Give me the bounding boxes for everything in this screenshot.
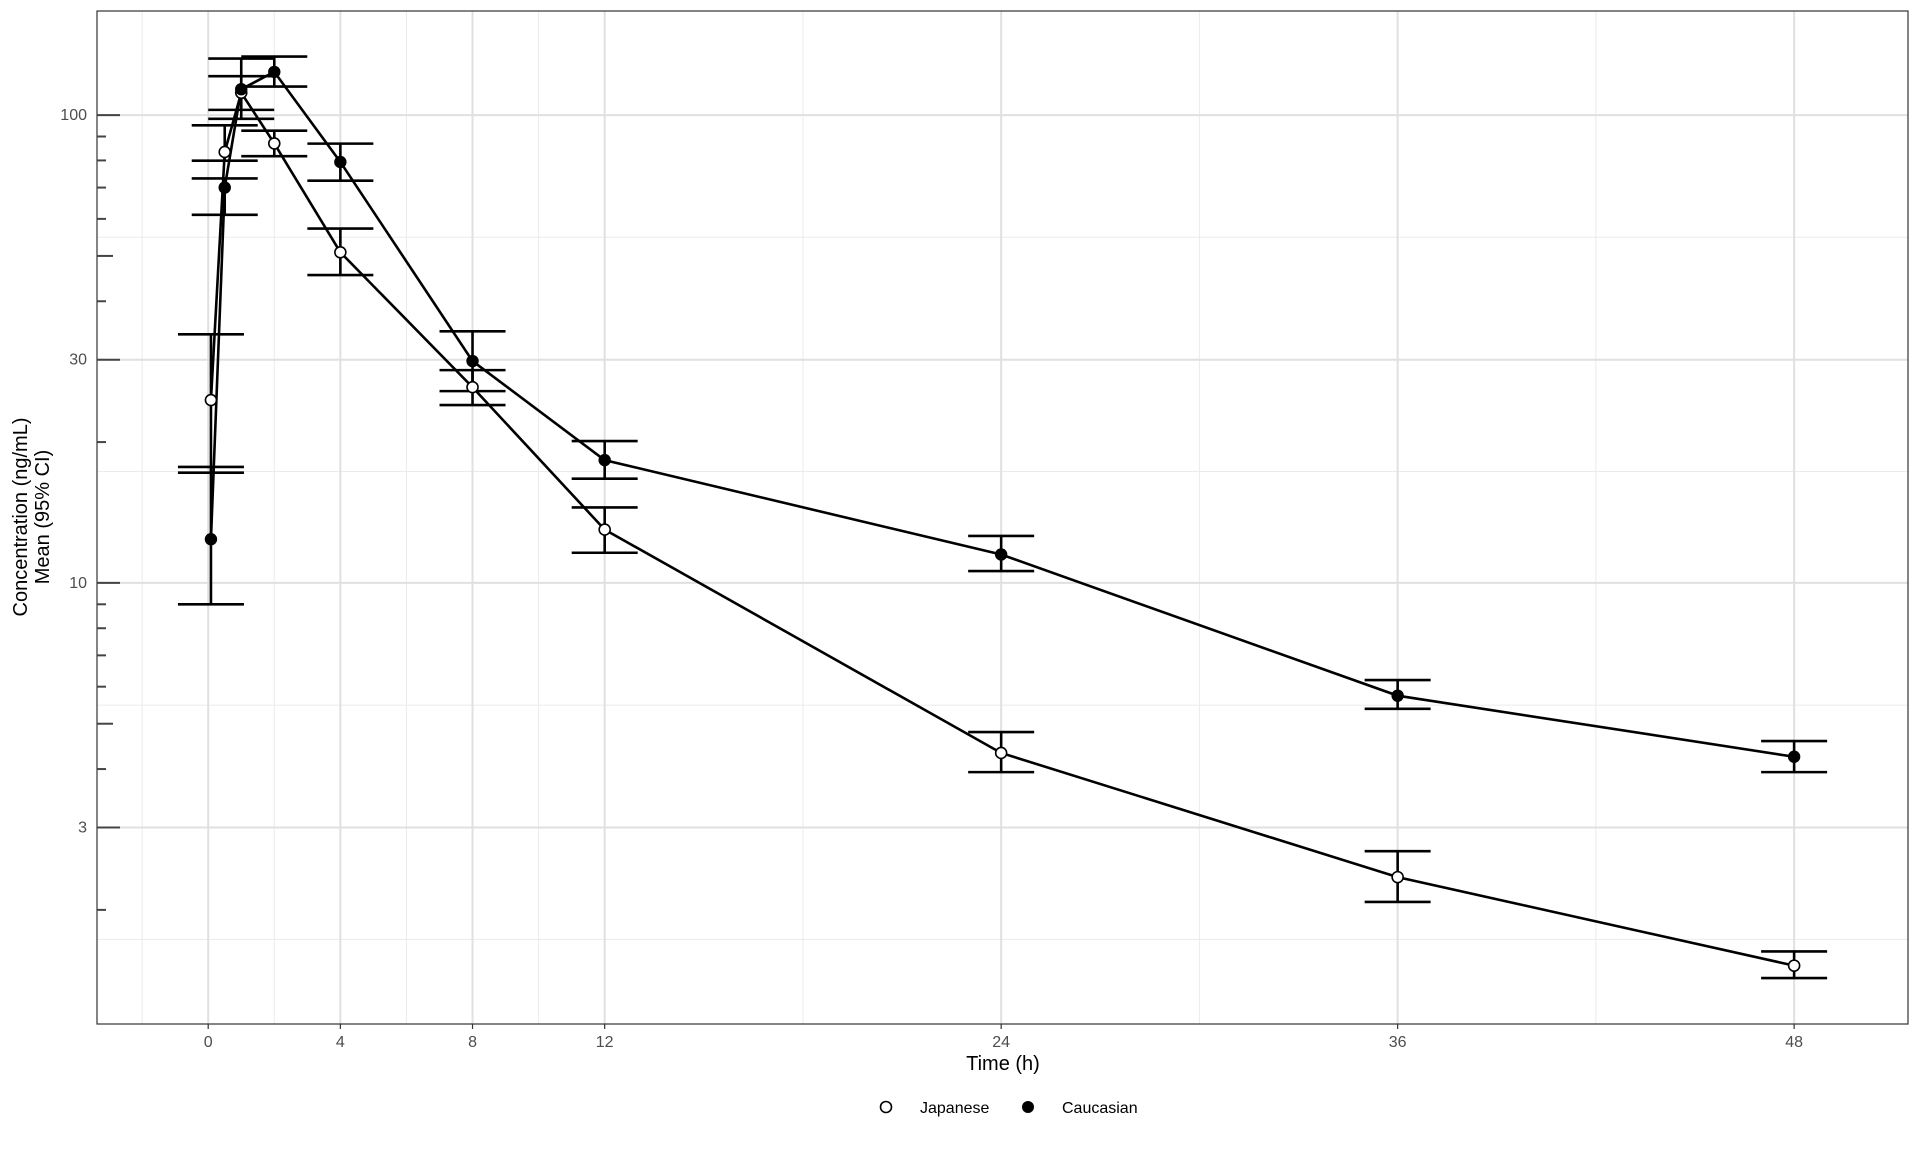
y-tick-label: 30: [69, 352, 87, 369]
caucasian-point: [1787, 750, 1801, 763]
x-tick-label: 12: [596, 1034, 614, 1051]
y-tick-label: 100: [60, 107, 87, 124]
legend: Japanese Caucasian: [879, 1100, 1138, 1117]
japanese-point: [267, 137, 281, 150]
japanese-point: [598, 523, 611, 536]
caucasian-point: [268, 65, 281, 79]
caucasian-point: [235, 82, 248, 96]
caucasian-point: [1391, 689, 1404, 702]
japanese-point: [334, 245, 347, 259]
japanese-point: [466, 380, 479, 394]
legend-caucasian-marker: [1022, 1101, 1034, 1113]
legend-caucasian-label: Caucasian: [1062, 1100, 1138, 1117]
caucasian-point: [204, 532, 218, 546]
caucasian-point: [598, 453, 611, 467]
x-tick-label: 48: [1785, 1034, 1803, 1051]
x-tick-label: 36: [1389, 1034, 1407, 1051]
x-tick-label: 8: [468, 1034, 477, 1051]
x-axis-title: Time (h): [966, 1053, 1040, 1075]
japanese-point: [1787, 959, 1801, 972]
data-marks: [177, 55, 1828, 980]
panel-border: [96, 10, 1909, 1025]
x-tick-label: 4: [336, 1034, 345, 1051]
japanese-point: [1391, 870, 1404, 884]
caucasian-line: [209, 70, 1795, 759]
caucasian-point: [994, 548, 1008, 561]
y-tick-label: 3: [78, 820, 87, 837]
japanese-point: [218, 145, 232, 159]
legend-japanese-label: Japanese: [920, 1100, 989, 1117]
y-tick-label: 10: [69, 575, 87, 592]
x-tick-label: 0: [204, 1034, 213, 1051]
grid: [97, 11, 1908, 1024]
caucasian-point: [218, 181, 231, 194]
japanese-point: [994, 746, 1008, 760]
x-tick-label: 24: [992, 1034, 1010, 1051]
legend-japanese-marker: [879, 1100, 893, 1114]
japanese-line: [209, 89, 1795, 967]
japanese-point: [204, 393, 218, 407]
caucasian-point: [334, 155, 347, 169]
y-axis-title-line2: Mean (95% CI): [32, 450, 54, 585]
y-axis-title-line1: Concentration (ng/mL): [10, 418, 32, 617]
caucasian-point: [466, 354, 479, 368]
